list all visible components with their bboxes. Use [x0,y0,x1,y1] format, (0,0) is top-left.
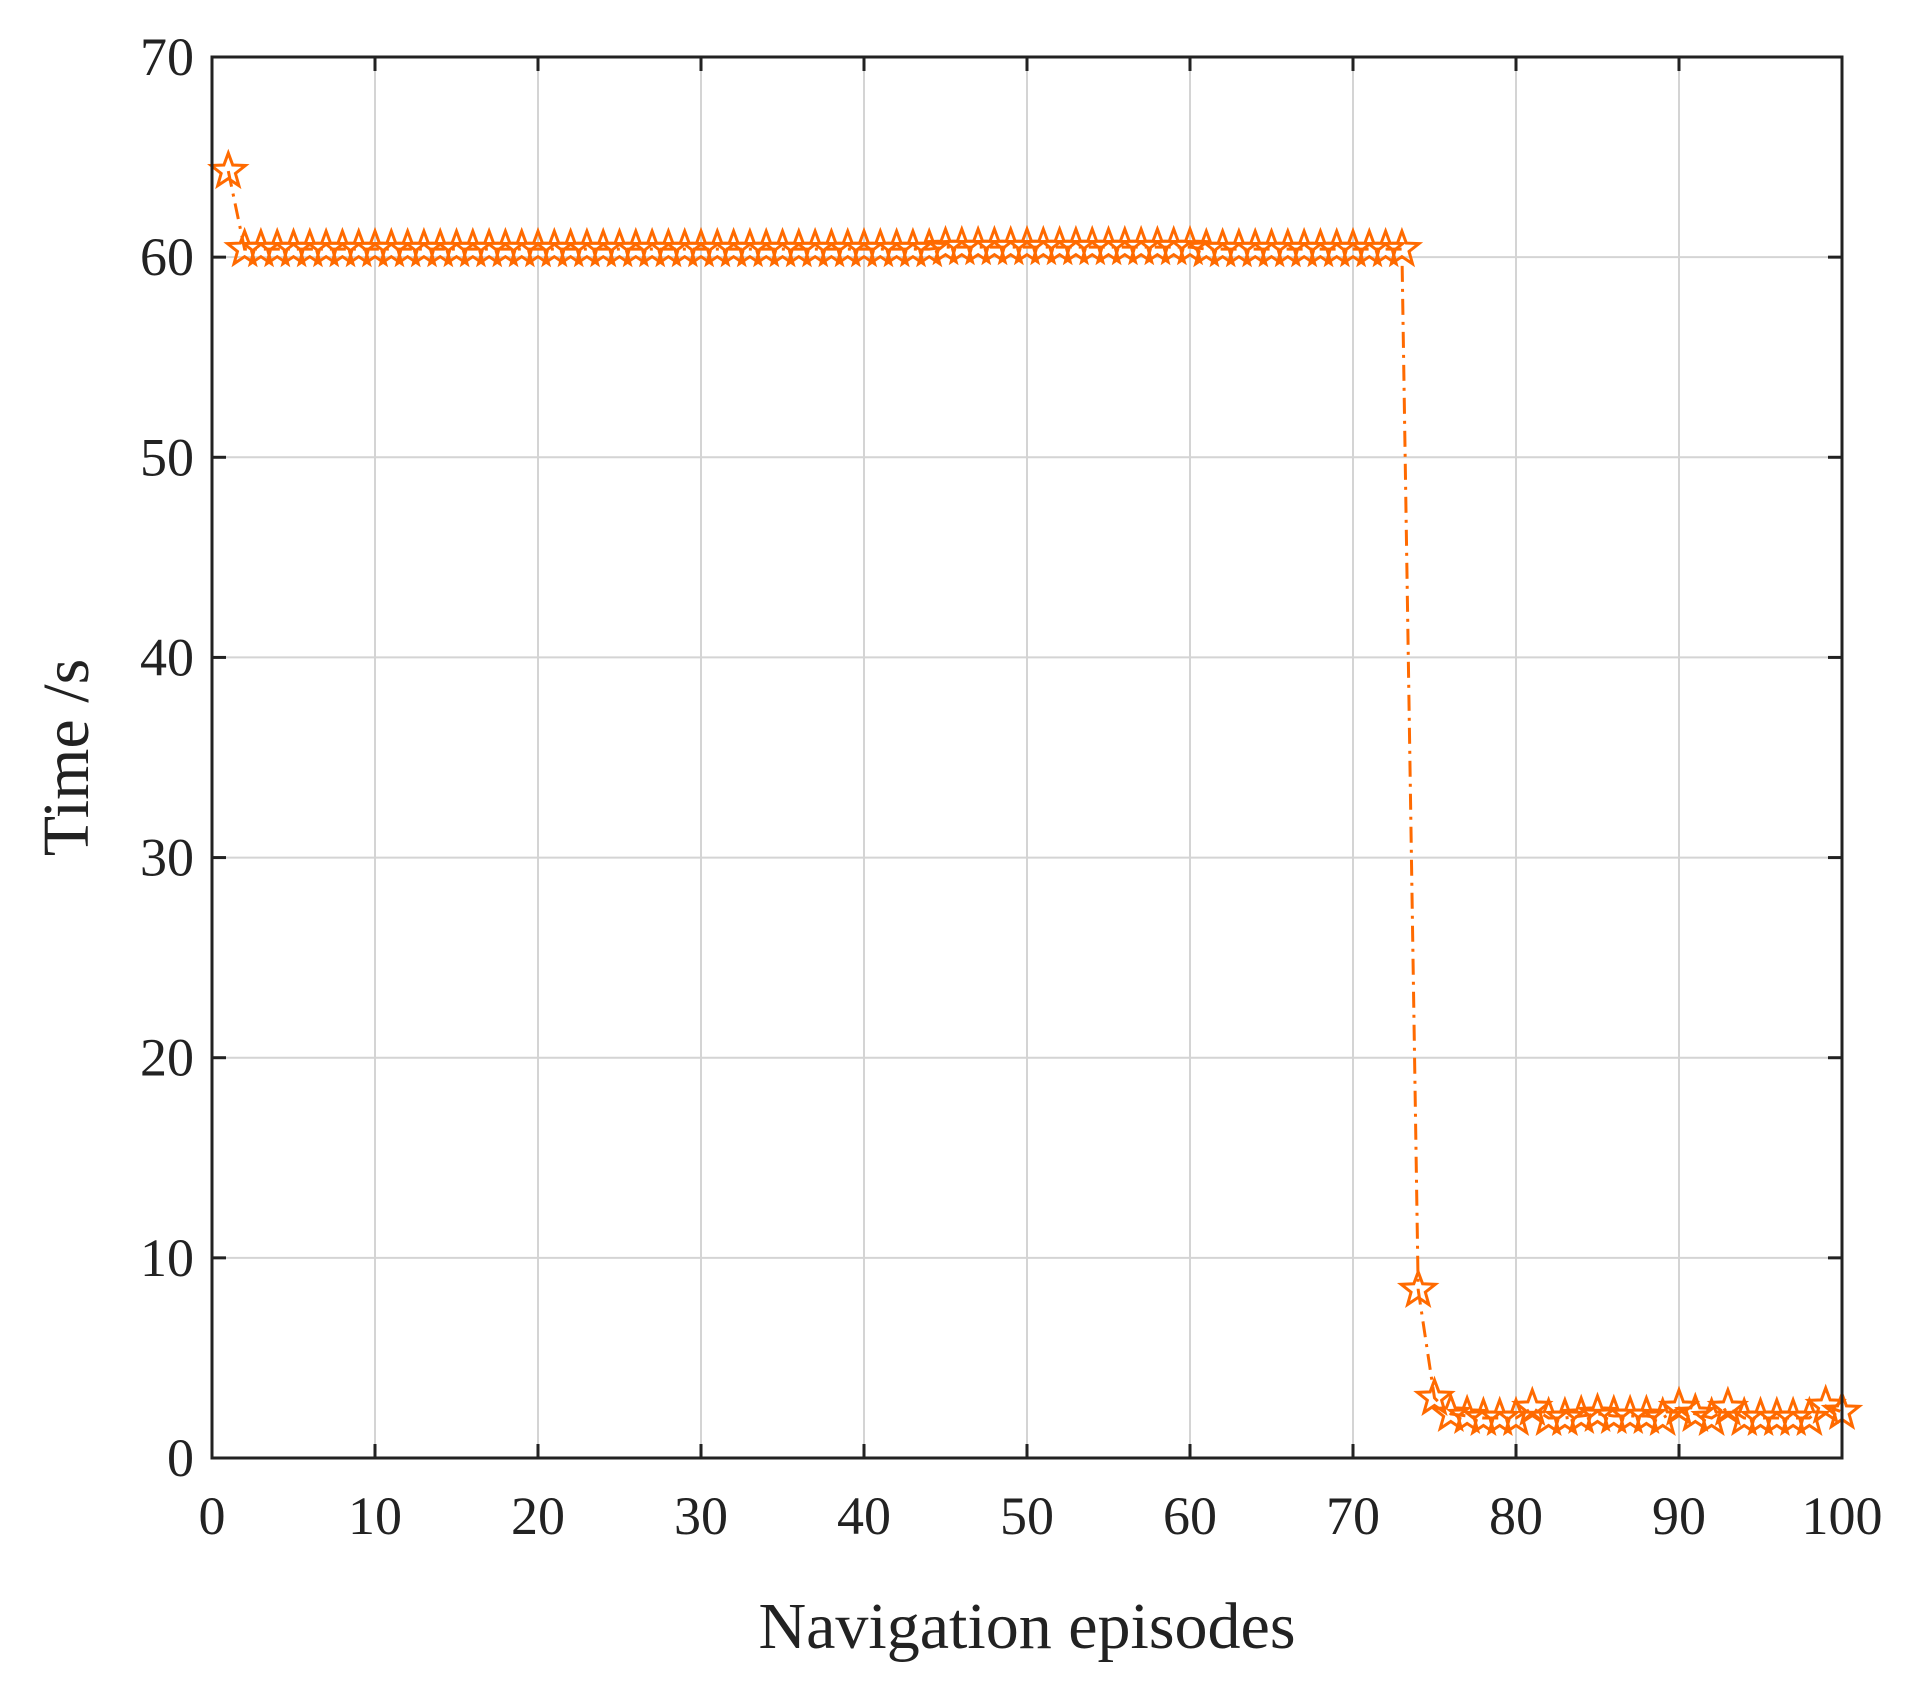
y-axis-label: Time /s [30,659,103,856]
data-point [1380,226,1424,268]
y-tick-label: 70 [140,27,194,87]
data-point [1706,1385,1750,1427]
y-tick-labels: 0 10 20 30 40 50 60 70 [140,27,194,1488]
x-axis-label: Navigation episodes [758,1590,1295,1663]
y-tick-label: 20 [140,1028,194,1088]
series-layer [207,148,1864,1437]
x-tick-label: 70 [1326,1486,1380,1546]
data-point [1543,1395,1587,1437]
x-tick-label: 40 [837,1486,891,1546]
y-tick-label: 60 [140,227,194,287]
y-tick-label: 30 [140,828,194,888]
data-point [1788,1395,1831,1437]
y-tick-label: 50 [140,427,194,487]
y-tick-label: 40 [140,627,194,687]
x-tick-label: 90 [1652,1486,1706,1546]
data-point [907,226,951,268]
x-tick-label: 30 [674,1486,728,1546]
x-tick-labels: 0 10 20 30 40 50 60 70 80 90 100 [199,1486,1883,1546]
y-tick-label: 0 [167,1428,194,1488]
x-tick-label: 0 [199,1486,226,1546]
x-tick-label: 20 [511,1486,565,1546]
tick-marks [210,55,1844,1460]
y-tick-label: 10 [140,1228,194,1288]
x-tick-label: 50 [1000,1486,1054,1546]
data-point [1413,1375,1456,1417]
x-tick-label: 100 [1802,1486,1883,1546]
x-tick-label: 80 [1489,1486,1543,1546]
x-tick-label: 10 [348,1486,402,1546]
data-point [207,148,250,190]
data-point [1396,1267,1440,1308]
data-point [1641,1395,1684,1437]
data-point [1511,1385,1554,1427]
x-tick-label: 60 [1163,1486,1217,1546]
